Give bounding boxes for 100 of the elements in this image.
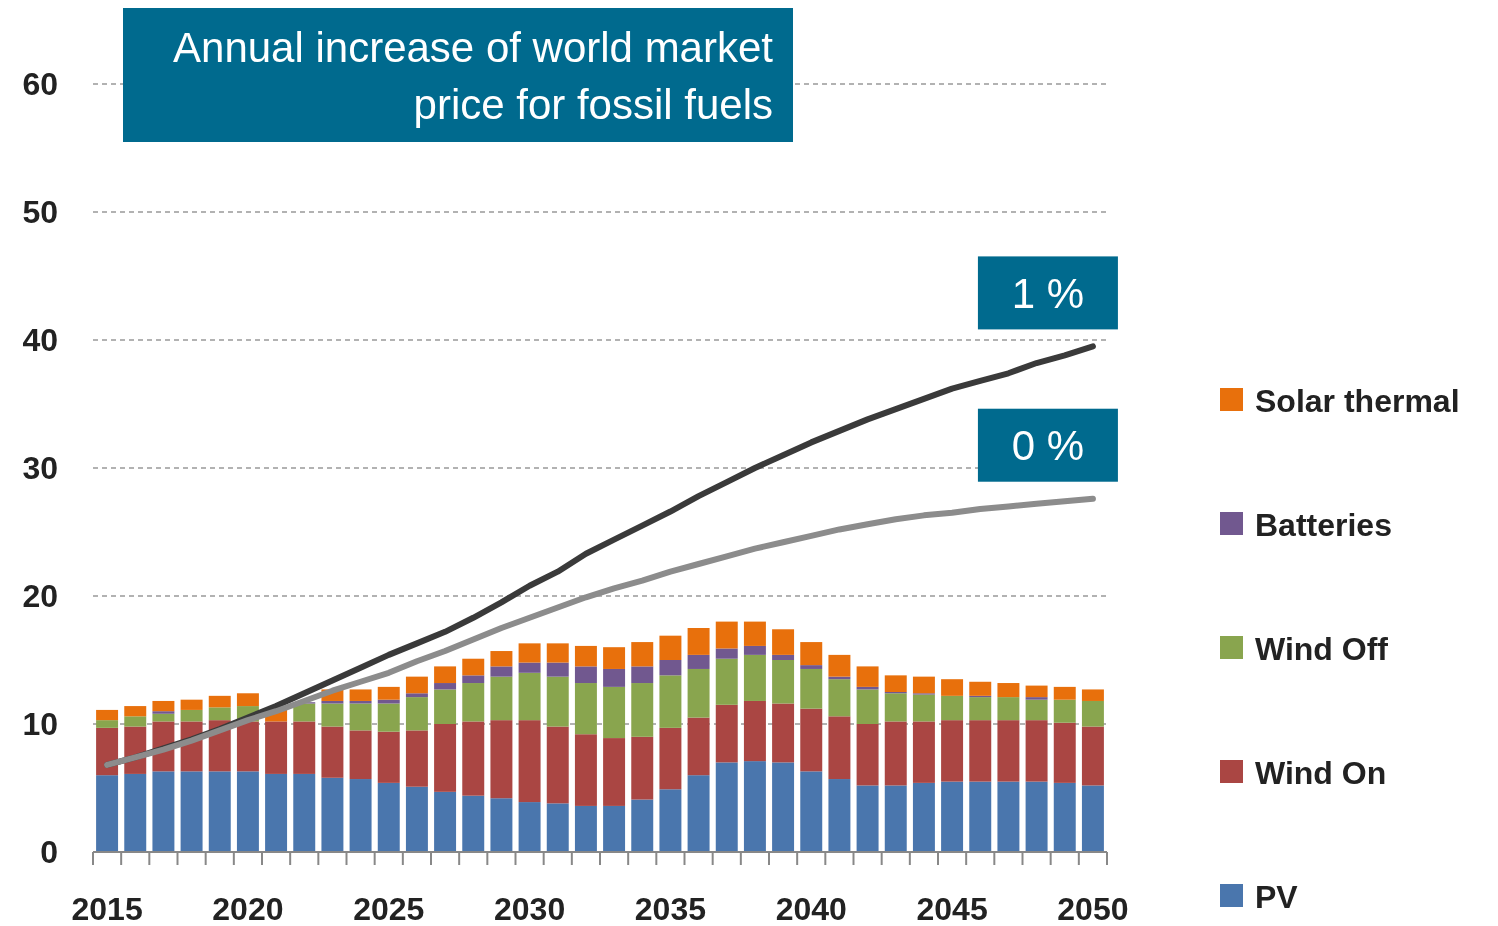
series-label: 0 % bbox=[1011, 422, 1085, 470]
bar bbox=[434, 666, 457, 684]
bar bbox=[236, 771, 259, 852]
bar bbox=[462, 675, 485, 684]
x-tick-label: 2030 bbox=[493, 891, 566, 926]
bar bbox=[715, 658, 738, 705]
bar bbox=[208, 771, 231, 852]
bar bbox=[715, 762, 738, 852]
bar bbox=[265, 773, 288, 852]
bar bbox=[772, 703, 795, 763]
bar bbox=[180, 699, 203, 710]
bar bbox=[631, 642, 654, 667]
bar bbox=[152, 700, 175, 712]
bar bbox=[462, 683, 485, 722]
bar bbox=[377, 782, 400, 852]
bar bbox=[518, 672, 541, 721]
bar bbox=[715, 704, 738, 763]
bar bbox=[518, 802, 541, 852]
bar bbox=[772, 654, 795, 660]
bar bbox=[180, 771, 203, 852]
bar bbox=[687, 775, 710, 852]
bar bbox=[828, 779, 851, 852]
bar bbox=[800, 668, 823, 709]
bar bbox=[124, 706, 147, 717]
bar bbox=[265, 721, 288, 774]
bar bbox=[1025, 781, 1048, 852]
bar bbox=[715, 621, 738, 649]
x-tick-label: 2035 bbox=[634, 891, 707, 926]
bar bbox=[743, 654, 766, 701]
bar bbox=[800, 665, 823, 669]
bar bbox=[405, 730, 428, 787]
bar bbox=[687, 668, 710, 718]
bar bbox=[152, 771, 175, 852]
bar bbox=[124, 716, 147, 727]
bar bbox=[462, 721, 485, 796]
bar bbox=[405, 697, 428, 731]
bar bbox=[659, 727, 682, 790]
bar bbox=[518, 662, 541, 673]
legend-label: Solar thermal bbox=[1255, 383, 1460, 419]
y-tick-label: 40 bbox=[22, 321, 58, 358]
bar bbox=[434, 689, 457, 724]
bar bbox=[603, 738, 626, 806]
bar bbox=[293, 721, 316, 774]
bar bbox=[377, 703, 400, 732]
bar bbox=[1025, 720, 1048, 782]
bar bbox=[574, 734, 597, 806]
chart-title: Annual increase of world market price for fossil fuels bbox=[173, 24, 774, 128]
bar bbox=[546, 726, 569, 804]
y-tick-label: 30 bbox=[22, 449, 58, 486]
bar bbox=[518, 720, 541, 803]
bar bbox=[743, 645, 766, 655]
bar bbox=[1081, 785, 1104, 852]
y-tick-label: 60 bbox=[22, 65, 58, 102]
bar bbox=[405, 676, 428, 694]
bar bbox=[687, 628, 710, 655]
bar bbox=[659, 675, 682, 728]
bar bbox=[96, 720, 119, 728]
bar bbox=[800, 642, 823, 666]
bar bbox=[434, 724, 457, 792]
bar bbox=[884, 675, 907, 692]
bar bbox=[321, 777, 344, 852]
bar bbox=[518, 643, 541, 663]
bar bbox=[574, 805, 597, 852]
bar bbox=[462, 658, 485, 676]
x-tick-label: 2050 bbox=[1057, 891, 1129, 926]
bar bbox=[490, 666, 513, 677]
bar bbox=[856, 724, 879, 786]
bar bbox=[546, 803, 569, 852]
bar bbox=[462, 795, 485, 852]
bar bbox=[828, 716, 851, 780]
bar bbox=[659, 660, 682, 676]
bar bbox=[800, 708, 823, 772]
bar bbox=[180, 709, 203, 722]
x-tick-label: 2040 bbox=[775, 891, 847, 926]
bar bbox=[546, 643, 569, 663]
bar bbox=[969, 681, 992, 696]
bar bbox=[884, 693, 907, 722]
bar bbox=[434, 791, 457, 852]
bar bbox=[377, 686, 400, 700]
bar bbox=[236, 693, 259, 707]
bar bbox=[124, 773, 147, 852]
bar bbox=[208, 707, 231, 721]
bar bbox=[152, 711, 175, 714]
bar bbox=[997, 697, 1020, 721]
legend-label: Wind Off bbox=[1255, 631, 1389, 667]
bar bbox=[1081, 726, 1104, 786]
series-label: 1 % bbox=[1011, 269, 1085, 317]
bar bbox=[1053, 782, 1076, 852]
bar bbox=[434, 683, 457, 690]
bar bbox=[969, 720, 992, 782]
bar bbox=[574, 666, 597, 684]
bar bbox=[997, 781, 1020, 852]
bar bbox=[208, 695, 231, 708]
bar bbox=[321, 703, 344, 727]
y-tick-label: 20 bbox=[22, 577, 58, 614]
x-tick-label: 2025 bbox=[353, 891, 425, 926]
bar bbox=[631, 736, 654, 800]
legend-label: Batteries bbox=[1255, 507, 1392, 543]
bar bbox=[715, 648, 738, 659]
x-tick-label: 2020 bbox=[212, 891, 284, 926]
